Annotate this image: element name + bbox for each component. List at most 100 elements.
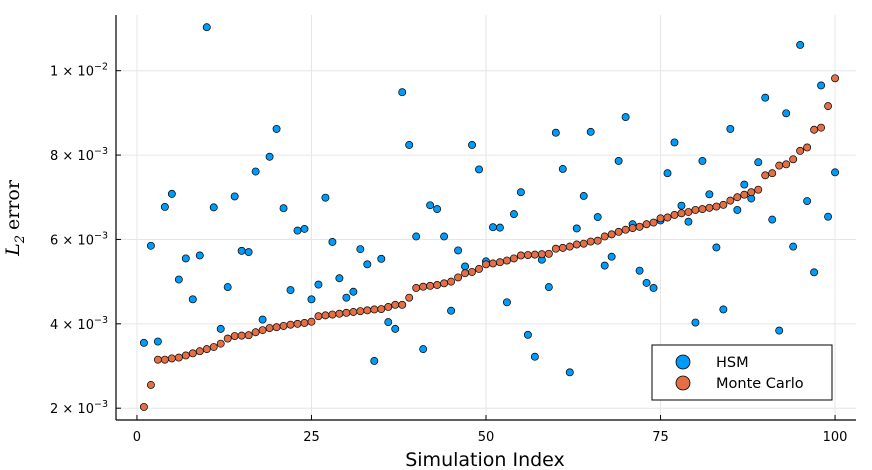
data-point	[712, 243, 721, 252]
y-tick-label: 4 × 10−3	[50, 315, 108, 333]
data-point	[265, 152, 274, 161]
data-point	[544, 249, 553, 258]
x-tick-label: 0	[133, 430, 141, 445]
data-point	[146, 241, 155, 250]
data-point	[803, 197, 812, 205]
data-point	[516, 188, 525, 197]
data-point	[747, 188, 756, 197]
data-point	[468, 267, 476, 276]
data-point	[377, 254, 386, 263]
legend-box	[651, 344, 833, 401]
data-point	[761, 93, 770, 102]
data-point	[635, 266, 644, 275]
x-tick-label: 25	[303, 430, 320, 445]
legend-marker-hsm	[675, 354, 691, 370]
data-point	[314, 312, 323, 321]
data-point	[370, 305, 379, 314]
data-point	[614, 157, 623, 165]
data-point	[167, 354, 176, 363]
data-point	[810, 268, 819, 277]
legend-label-hsm: HSM	[716, 355, 749, 371]
data-point	[733, 193, 742, 202]
data-point	[265, 324, 274, 332]
data-point	[461, 262, 470, 271]
data-point	[216, 339, 225, 348]
data-point	[586, 127, 595, 136]
data-point	[502, 256, 511, 265]
data-point	[209, 203, 218, 212]
data-point	[195, 347, 204, 356]
data-point	[272, 124, 281, 133]
y-tick-label: 8 × 10−3	[50, 146, 108, 164]
data-point	[412, 232, 421, 241]
data-point	[412, 284, 421, 292]
data-point	[740, 180, 749, 189]
data-point	[677, 201, 686, 210]
data-point	[754, 185, 763, 194]
data-point	[712, 202, 721, 211]
data-point	[286, 286, 295, 295]
data-point	[656, 214, 665, 223]
data-point	[705, 203, 714, 212]
data-point	[817, 123, 826, 132]
data-point	[293, 319, 302, 328]
data-point	[782, 160, 791, 169]
data-point	[607, 252, 616, 261]
y-axis-title-symbol: L	[2, 243, 24, 257]
data-point	[677, 209, 686, 218]
data-point	[349, 287, 358, 296]
data-point	[440, 232, 449, 241]
data-point	[426, 201, 435, 210]
legend-label-monte-carlo: Monte Carlo	[716, 376, 804, 392]
data-point	[188, 295, 197, 304]
data-point	[454, 246, 463, 255]
data-point	[286, 320, 295, 329]
data-point	[684, 217, 693, 226]
data-point	[705, 190, 714, 199]
data-point	[314, 280, 323, 289]
data-point	[810, 125, 819, 134]
data-point	[321, 311, 330, 320]
data-point	[349, 308, 358, 316]
data-point	[328, 310, 337, 319]
data-point	[489, 259, 497, 268]
data-point	[384, 302, 393, 311]
data-point	[440, 279, 449, 288]
data-point	[237, 246, 246, 255]
data-point	[607, 230, 616, 239]
data-point	[558, 165, 567, 173]
y-axis-title: L2 error	[2, 179, 28, 257]
data-point	[551, 244, 560, 253]
data-point	[726, 196, 735, 205]
y-axis-title-word: error	[2, 179, 24, 230]
y-axis-title-subscript: 2	[13, 235, 28, 244]
x-tick-label: 100	[823, 430, 848, 445]
data-point	[300, 224, 309, 233]
y-tick-label: 1 × 10−2	[50, 62, 108, 80]
data-point	[649, 284, 658, 292]
data-point	[496, 258, 504, 267]
data-point	[391, 300, 400, 309]
y-axis-ticks: 2 × 10−3 4 × 10−3 6 × 10−3 8 × 10−3 1 × 10−2	[50, 62, 121, 417]
data-point	[489, 223, 497, 232]
x-tick-label: 75	[652, 430, 669, 445]
data-point	[384, 318, 393, 327]
data-point	[572, 224, 581, 233]
data-point	[551, 128, 560, 137]
data-point	[572, 240, 581, 249]
data-point	[447, 306, 456, 315]
data-point	[300, 319, 309, 327]
data-point	[454, 273, 463, 282]
data-point	[530, 250, 539, 259]
data-point	[398, 88, 407, 97]
data-point	[244, 331, 253, 340]
data-point	[516, 251, 525, 260]
data-point	[691, 205, 700, 214]
data-point	[586, 237, 595, 246]
data-point	[544, 283, 553, 292]
data-point	[405, 293, 414, 302]
data-point	[426, 281, 435, 290]
data-point	[670, 211, 679, 219]
data-point	[796, 146, 805, 155]
